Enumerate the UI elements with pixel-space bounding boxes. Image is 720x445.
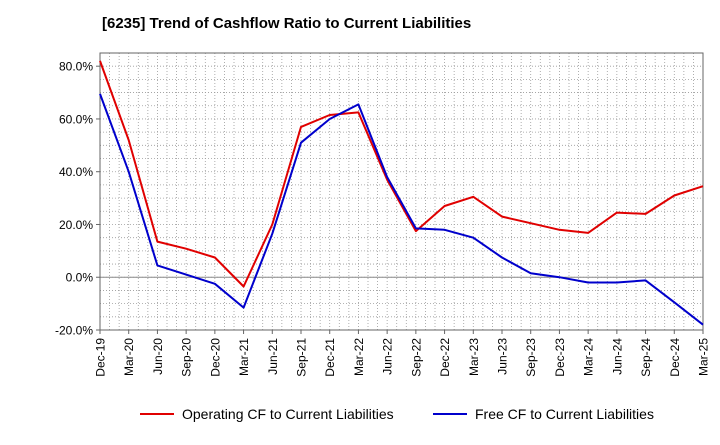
y-tick-label: 80.0% [59, 60, 93, 74]
x-tick-label: Dec-24 [668, 338, 682, 377]
legend-label-free-cf: Free CF to Current Liabilities [475, 406, 654, 422]
x-tick-label: Jun-22 [381, 338, 395, 375]
x-tick-label: Mar-24 [582, 338, 596, 376]
x-tick-label: Sep-22 [409, 338, 423, 377]
legend-swatch-operating-cf [140, 413, 174, 415]
y-tick-label: 40.0% [59, 165, 93, 179]
legend-swatch-free-cf [433, 413, 467, 415]
x-tick-label: Dec-20 [208, 338, 222, 377]
x-tick-label: Jun-23 [496, 338, 510, 375]
x-tick-label: Sep-24 [639, 338, 653, 377]
x-tick-label: Sep-23 [524, 338, 538, 377]
x-tick-label: Jun-20 [151, 338, 165, 375]
x-tick-label: Dec-21 [323, 338, 337, 377]
legend-item-free-cf: Free CF to Current Liabilities [433, 405, 654, 423]
x-tick-label: Sep-20 [180, 338, 194, 377]
y-tick-label: -20.0% [55, 324, 93, 338]
plot-frame [99, 52, 704, 331]
legend-item-operating-cf: Operating CF to Current Liabilities [140, 405, 394, 423]
series-line-free-cf [99, 93, 704, 326]
x-tick-label: Mar-23 [467, 338, 481, 376]
y-tick-label: 60.0% [59, 112, 93, 126]
chart-title: [6235] Trend of Cashflow Ratio to Curren… [102, 15, 472, 32]
x-tick-label: Mar-21 [237, 338, 251, 376]
x-tick-label: Dec-23 [553, 338, 567, 377]
y-tick-label: 20.0% [59, 218, 93, 232]
y-tick-label: 0.0% [66, 271, 94, 285]
series-line-operating-cf [99, 60, 704, 288]
legend-label-operating-cf: Operating CF to Current Liabilities [182, 406, 394, 422]
x-tick-label: Dec-19 [94, 338, 108, 377]
x-tick-label: Mar-20 [122, 338, 136, 376]
x-tick-label: Jun-24 [610, 338, 624, 375]
x-tick-label: Sep-21 [295, 338, 309, 377]
x-tick-label: Jun-21 [266, 338, 280, 375]
x-tick-label: Mar-22 [352, 338, 366, 376]
x-tick-label: Dec-22 [438, 338, 452, 377]
x-tick-label: Mar-25 [697, 338, 711, 376]
